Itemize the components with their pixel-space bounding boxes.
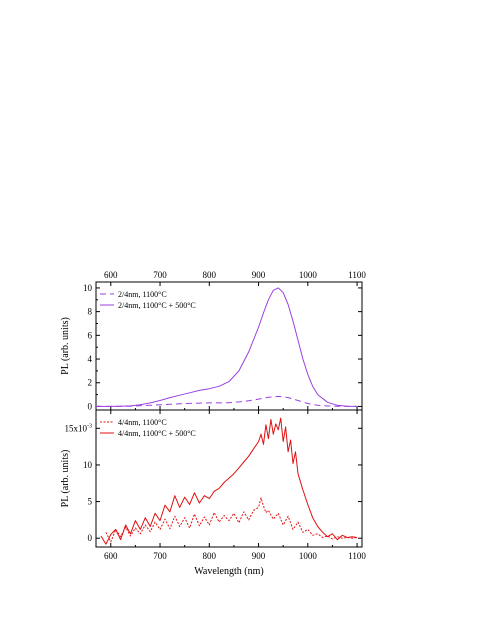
- x-top-tick-label: 900: [252, 270, 266, 280]
- series-line-1: [96, 395, 358, 407]
- y-tick-label: 5: [88, 497, 93, 507]
- x-tick-label: 800: [203, 551, 217, 561]
- y-tick-label: 8: [88, 307, 93, 317]
- y-axis-label: PL (arb. units): [60, 450, 71, 508]
- y-tick-label: 10: [83, 460, 93, 470]
- x-tick-label: 700: [153, 551, 167, 561]
- x-top-tick-label: 700: [153, 270, 167, 280]
- series-line-2: [96, 287, 358, 407]
- y-tick-label: 6: [88, 330, 93, 340]
- x-tick-label: 600: [104, 551, 118, 561]
- legend-label: 2/4nm, 1100°C: [118, 290, 167, 299]
- y-tick-label: 4: [88, 354, 93, 364]
- y-tick-label: 15x10-3: [65, 423, 93, 433]
- y-tick-label: 2: [88, 378, 93, 388]
- x-tick-label: 1000: [299, 551, 318, 561]
- x-axis-label: Wavelength (nm): [194, 566, 263, 577]
- y-tick-value: 15: [65, 423, 75, 433]
- y-tick-exponent: -3: [87, 423, 92, 429]
- series-line-1: [105, 497, 358, 543]
- y-tick-label: 0: [88, 533, 93, 543]
- y-tick-label: 10: [83, 283, 93, 293]
- y-axis-label: PL (arb. units): [60, 317, 71, 375]
- x-tick-label: 900: [252, 551, 266, 561]
- x-top-tick-label: 1100: [348, 270, 366, 280]
- legend-label: 4/4nm, 1100°C + 500°C: [118, 429, 196, 438]
- x-top-tick-label: 600: [104, 270, 118, 280]
- x-top-tick-label: 1000: [299, 270, 318, 280]
- bottom-panel: 600 700 800 900 1000 1100 0 5 10 15x10-3 PL (arb. …: [60, 409, 366, 577]
- top-panel: 600 700 800 900 1000 1100 0 2 4 6 8 10 PL (arb. unit…: [60, 270, 366, 411]
- plot-frame: [95, 409, 363, 548]
- x-tick-label: 1100: [348, 551, 366, 561]
- series-line-2: [100, 417, 358, 545]
- y-tick-label: 0: [88, 401, 93, 411]
- x-top-tick-label: 800: [203, 270, 217, 280]
- legend-label: 2/4nm, 1100°C + 500°C: [118, 301, 196, 310]
- legend-label: 4/4nm, 1100°C: [118, 418, 167, 427]
- y-tick-multiplier: x10: [74, 423, 88, 433]
